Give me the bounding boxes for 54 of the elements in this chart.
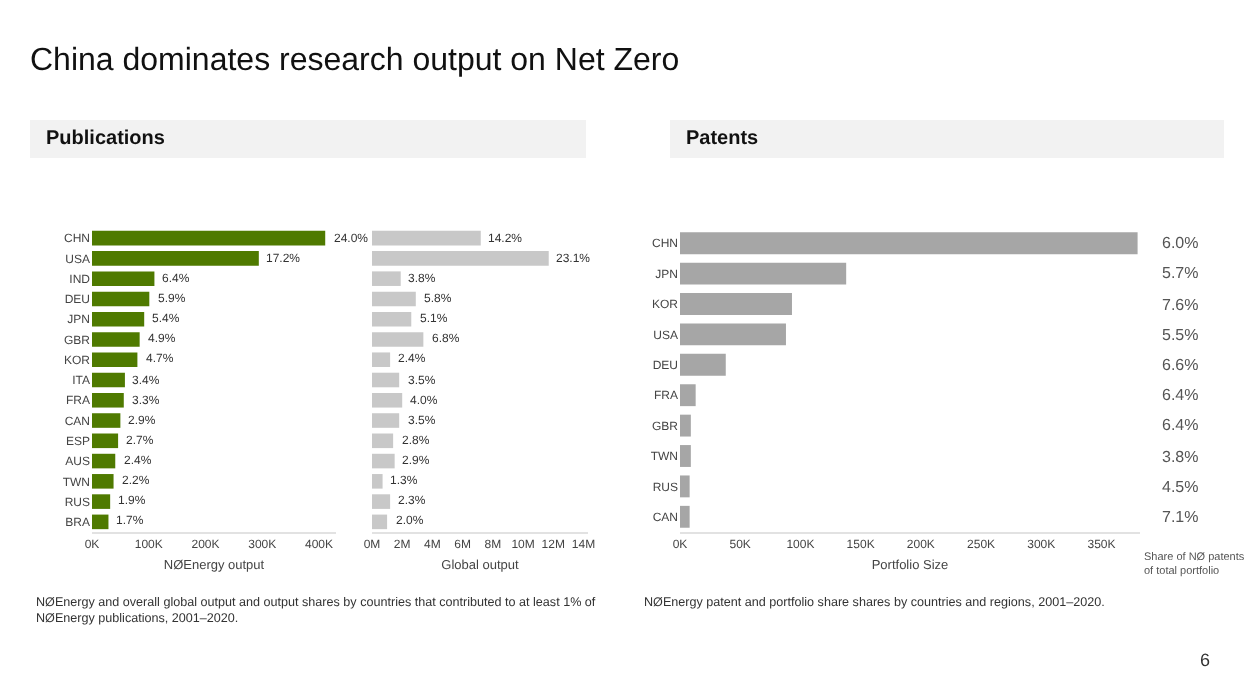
bar	[372, 514, 388, 530]
bar	[372, 230, 481, 246]
bar	[92, 413, 121, 428]
bar	[372, 433, 394, 449]
text: 6	[1200, 650, 1211, 670]
bar	[680, 293, 792, 315]
bar	[372, 413, 400, 428]
bar	[372, 372, 400, 388]
bar	[92, 474, 114, 489]
bar	[92, 392, 124, 408]
bar	[680, 232, 1138, 255]
bar	[372, 494, 391, 509]
bar	[372, 271, 401, 286]
text: 3.8%	[1162, 448, 1199, 466]
bar	[680, 475, 690, 498]
bar	[92, 230, 326, 246]
bar	[372, 352, 391, 368]
chart-title: China dominates research output on Net Zero	[30, 44, 680, 80]
bar	[92, 494, 111, 509]
bar	[372, 251, 549, 266]
bar	[92, 433, 119, 449]
bar	[92, 271, 155, 286]
text: 5.5%	[1162, 326, 1199, 344]
text: 7.6%	[1162, 296, 1199, 314]
bar	[680, 445, 691, 467]
bar	[92, 453, 116, 469]
bar	[372, 291, 416, 307]
bar	[92, 514, 109, 530]
bar	[92, 291, 150, 307]
bar	[680, 505, 690, 528]
text: 6.4%	[1162, 416, 1199, 434]
chart-subtitle: Publications	[30, 120, 586, 158]
bar	[372, 332, 424, 347]
bar	[680, 414, 691, 437]
chart-subtitle: Patents	[670, 120, 1224, 158]
text: 6.6%	[1162, 356, 1199, 374]
bar	[680, 262, 847, 285]
bar	[92, 332, 140, 347]
bar	[372, 474, 383, 489]
text: 7.1%	[1162, 508, 1199, 526]
bar	[680, 323, 786, 346]
text: 6.4%	[1162, 386, 1199, 404]
text: 5.7%	[1162, 264, 1199, 282]
bar	[680, 353, 726, 376]
bar	[372, 311, 412, 327]
bar	[372, 453, 395, 469]
bar	[372, 392, 403, 408]
text: 6.0%	[1162, 234, 1199, 252]
bar	[92, 251, 259, 266]
bar	[92, 311, 145, 327]
bar	[92, 372, 125, 388]
bar	[680, 384, 696, 407]
bar	[92, 352, 138, 368]
text: 4.5%	[1162, 478, 1199, 496]
